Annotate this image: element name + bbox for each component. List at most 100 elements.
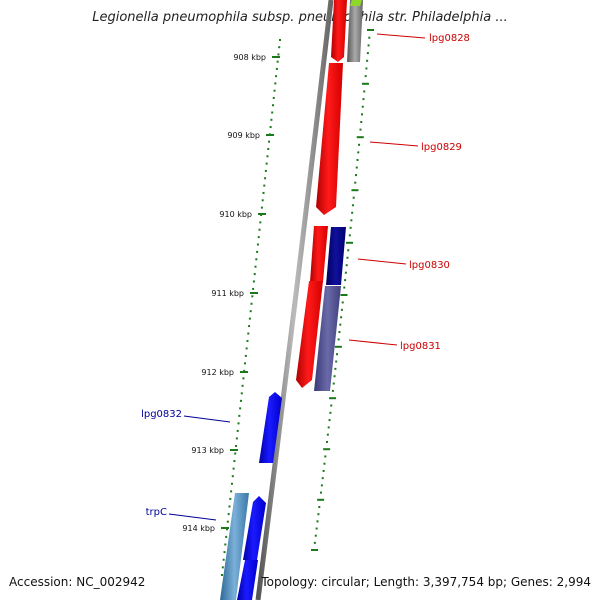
inner-ring-dot <box>274 82 277 85</box>
outer-ring-dot <box>362 98 365 101</box>
kbp-tick-label: 909 kbp <box>227 131 260 140</box>
inner-ring-dot <box>233 460 236 463</box>
inner-ring-dot <box>256 250 259 253</box>
gene-lpg0830-shape[interactable] <box>310 226 328 282</box>
reverse-strand-genes <box>220 392 282 600</box>
outer-ring-dot <box>314 534 317 537</box>
outer-ring-dot <box>356 136 364 139</box>
gene-leader-line <box>168 513 217 521</box>
outer-ring-dot <box>317 513 320 516</box>
gene-leader-line <box>369 141 419 147</box>
inner-ring-dot <box>225 535 228 538</box>
gene-lpg0828-neighbor-shape[interactable] <box>347 0 363 62</box>
outer-ring-dot <box>326 440 329 443</box>
outer-ring-dot <box>361 105 364 108</box>
inner-ring-dot <box>251 295 254 298</box>
outer-ring-dot <box>315 527 318 530</box>
outer-ring-dot <box>324 455 327 458</box>
inner-ring-dot <box>263 184 266 187</box>
outer-ring-dot <box>344 279 347 282</box>
outer-ring-dot <box>341 301 344 304</box>
kbp-tick-mark <box>250 292 258 294</box>
kbp-tick-label: 913 kbp <box>191 446 224 455</box>
inner-ring-dot <box>269 126 272 129</box>
gene-lpg0830-partner-shape[interactable] <box>326 227 346 285</box>
outer-ring-dot <box>367 44 370 47</box>
outer-ring-dot <box>345 264 348 267</box>
inner-ring-dot <box>256 243 259 246</box>
inner-ring-dot <box>245 347 248 350</box>
inner-ring-dot <box>232 467 235 470</box>
gene-label-lpg0830[interactable]: lpg0830 <box>409 260 450 271</box>
inner-ring-dot <box>264 177 267 180</box>
inner-ring-dot <box>234 452 237 455</box>
outer-ring-dot <box>338 331 341 334</box>
outer-ring-dot <box>326 433 329 436</box>
green-gene-fragment[interactable] <box>350 0 362 6</box>
outer-ring-dot <box>329 411 332 414</box>
outer-ring-dot <box>334 345 342 348</box>
gene-label-lpg0828[interactable]: lpg0828 <box>429 33 470 44</box>
inner-ring-dot <box>241 384 244 387</box>
outer-ring-dot <box>336 353 339 356</box>
gene-lpg0831-shape[interactable] <box>296 281 323 388</box>
inner-ring-dot <box>248 325 251 328</box>
inner-ring-dot <box>231 475 234 478</box>
outer-ring-dot <box>330 404 333 407</box>
inner-ring-dot <box>229 497 232 500</box>
inner-ring-dot <box>267 147 270 150</box>
outer-ring-dot <box>335 360 338 363</box>
gene-leader-line <box>357 258 407 265</box>
outer-ring-dot <box>334 367 337 370</box>
inner-ring-dot <box>252 287 255 290</box>
outer-ring-dot <box>354 174 357 177</box>
outer-ring-dot <box>356 158 359 161</box>
inner-ring-dot <box>254 265 257 268</box>
inner-ring-dot <box>271 111 274 114</box>
gene-leader-line <box>348 339 398 346</box>
kbp-tick-mark <box>240 371 248 373</box>
gene-label-lpg0832[interactable]: lpg0832 <box>141 409 182 420</box>
outer-ring-dot <box>318 505 321 508</box>
kbp-tick-label: 910 kbp <box>219 210 252 219</box>
kbp-tick-mark <box>230 449 238 451</box>
inner-ring-dot <box>223 551 226 554</box>
gene-label-lpg0829[interactable]: lpg0829 <box>421 142 462 153</box>
outer-ring-dot <box>340 294 348 296</box>
outer-ring-dot <box>340 308 343 311</box>
kbp-tick-labels: 908 kbp 909 kbp 910 kbp 911 kbp 912 kbp 913 k… <box>182 53 280 533</box>
outer-ring-dot <box>364 75 367 78</box>
inner-ring-dot <box>272 96 275 99</box>
outer-ring-dot <box>367 29 374 31</box>
outer-ring-dot <box>344 271 347 274</box>
inner-ring-dot <box>262 191 265 194</box>
gene-lpg0832-shape[interactable] <box>259 392 282 463</box>
inner-ring-dot <box>242 377 245 380</box>
inner-ring-dot <box>279 39 281 41</box>
inner-ring-dot <box>244 362 247 365</box>
gene-lpg0829-shape[interactable] <box>316 63 343 215</box>
inner-ring-dot <box>258 228 261 231</box>
inner-ring-dot <box>227 513 230 516</box>
outer-ring-dot <box>360 120 363 123</box>
gene-lower-blue-shape[interactable] <box>237 560 258 600</box>
inner-ring-dot <box>260 206 263 209</box>
gene-label-lpg0831[interactable]: lpg0831 <box>400 341 441 352</box>
gene-lpg0828-shape[interactable] <box>331 0 347 62</box>
inner-ring-dot <box>266 155 269 158</box>
outer-ring-dot <box>351 189 359 192</box>
outer-ring-dot <box>332 382 335 385</box>
kbp-tick-mark <box>266 134 274 136</box>
outer-ring-dot <box>337 338 340 341</box>
gene-lpg0831-partner-shape[interactable] <box>314 286 341 391</box>
kbp-tick-label: 908 kbp <box>233 53 266 62</box>
gene-leader-line <box>376 33 426 39</box>
inner-ring-dot <box>238 414 241 417</box>
gene-label-trpC[interactable]: trpC <box>146 507 167 518</box>
outer-ruler-ring <box>311 29 374 551</box>
outer-ring-dot <box>328 419 331 422</box>
inner-ring-dot <box>235 444 238 447</box>
gene-trpC-partner-shape[interactable] <box>243 496 266 560</box>
gene-trpC-shape[interactable] <box>220 493 249 600</box>
